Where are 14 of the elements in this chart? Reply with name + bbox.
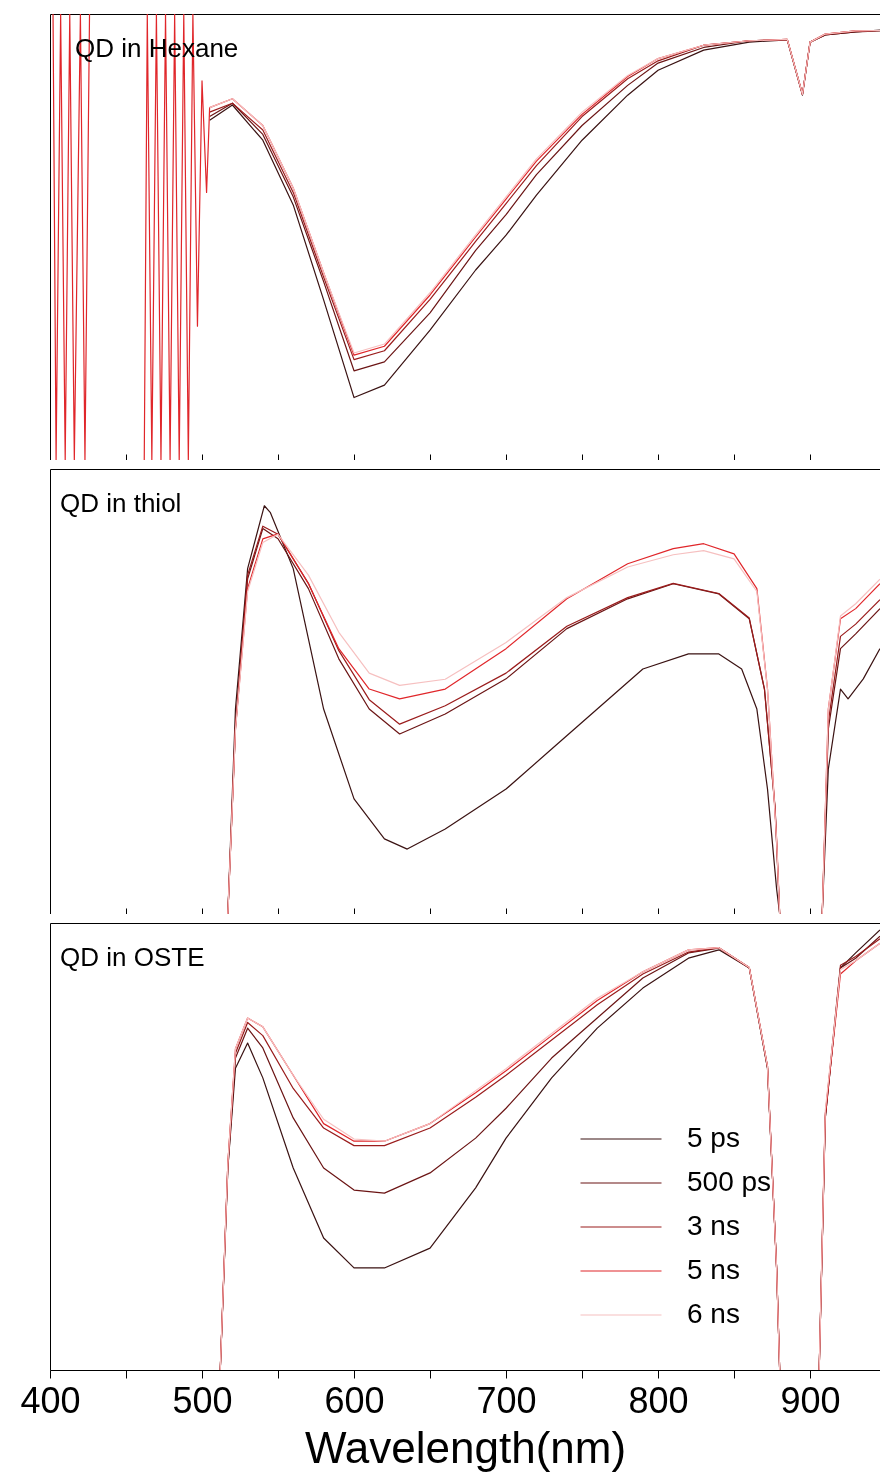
x-tick-label: 400 <box>20 1379 81 1421</box>
legend-label: 6 ns <box>687 1298 740 1329</box>
x-tick-label: 700 <box>476 1379 537 1421</box>
legend-label: 500 ps <box>687 1166 772 1197</box>
legend-label: 5 ps <box>687 1122 740 1153</box>
x-tick-label: 500 <box>172 1379 233 1421</box>
x-axis-title: Wavelength(nm) <box>304 1422 627 1472</box>
legend-label: 3 ns <box>687 1210 740 1241</box>
x-tick-label: 800 <box>628 1379 689 1421</box>
text: QD in OSTE <box>60 942 205 972</box>
x-tick-label: 900 <box>780 1379 841 1421</box>
chart-title: QD in thiol <box>60 488 182 518</box>
legend-label: 5 ns <box>687 1254 740 1285</box>
x-tick-label: 600 <box>324 1379 385 1421</box>
